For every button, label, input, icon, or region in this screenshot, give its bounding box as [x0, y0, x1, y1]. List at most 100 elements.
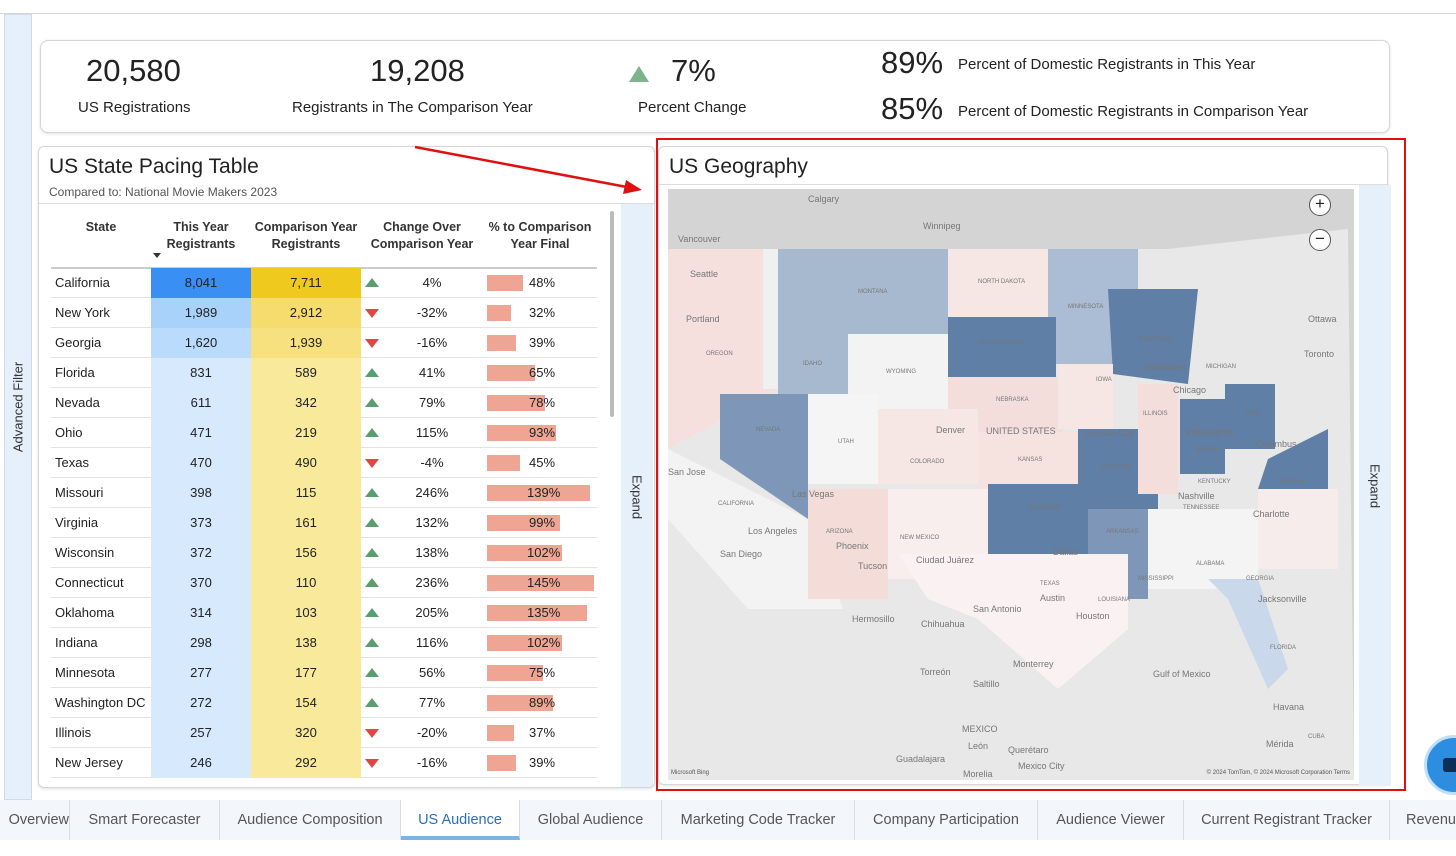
map-expand-button[interactable]: Expand: [1359, 185, 1391, 786]
table-row[interactable]: Texas 470 490 -4% 45%: [51, 448, 597, 478]
comparison-cell: 161: [251, 508, 361, 538]
highlight-box: [656, 138, 1406, 791]
table-row[interactable]: California 8,041 7,711 4% 48%: [51, 268, 597, 298]
pct-bar: [487, 365, 535, 381]
map-label: NORTH DAKOTA: [978, 279, 1026, 285]
change-cell: -32%: [416, 305, 448, 320]
table-row[interactable]: Minnesota 277 177 56% 75%: [51, 658, 597, 688]
down-triangle-icon: [365, 748, 381, 778]
table-row[interactable]: Ohio 471 219 115% 93%: [51, 418, 597, 448]
map-attribution[interactable]: © 2024 TomTom, © 2024 Microsoft Corporat…: [1206, 770, 1350, 776]
change-cell: 116%: [415, 635, 449, 650]
pct-bar: [487, 335, 516, 351]
map-label: Vancouver: [678, 234, 721, 244]
table-row[interactable]: New York 1,989 2,912 -32% 32%: [51, 298, 597, 328]
pct-cell: 37%: [528, 725, 556, 740]
pct-bar: [487, 695, 553, 711]
comparison-cell: 138: [251, 628, 361, 658]
zoom-out-button[interactable]: −: [1309, 229, 1331, 251]
state-cell: Oklahoma: [55, 605, 115, 620]
advanced-filter-pane[interactable]: Advanced Filter: [4, 14, 32, 800]
domestic-this-year-value: 89%: [881, 45, 944, 80]
map-label: UTAH: [838, 439, 854, 445]
tab-audience-composition[interactable]: Audience Composition: [220, 800, 401, 840]
map-label: Ciudad Juárez: [916, 555, 975, 565]
map-label: Mexico City: [1018, 761, 1065, 771]
table-row[interactable]: Florida 831 589 41% 65%: [51, 358, 597, 388]
map-label: Winnipeg: [923, 221, 961, 231]
zoom-in-button[interactable]: +: [1309, 194, 1331, 216]
tab-overview[interactable]: Overview: [0, 800, 70, 840]
change-cell: 4%: [422, 275, 442, 290]
map-label: MISSISSIPPI: [1138, 576, 1174, 582]
state-cell: Florida: [55, 365, 95, 380]
map-label: WISCONSIN: [1138, 337, 1173, 343]
tab-current-registrant-tracker[interactable]: Current Registrant Tracker: [1184, 800, 1390, 840]
change-cell: 132%: [415, 515, 449, 530]
header-this-year[interactable]: This Year Registrants: [166, 220, 236, 251]
table-row[interactable]: Virginia 373 161 132% 99%: [51, 508, 597, 538]
tab-us-audience[interactable]: US Audience: [401, 800, 520, 840]
tab-audience-viewer[interactable]: Audience Viewer: [1038, 800, 1184, 840]
comparison-cell: 1,939: [251, 328, 361, 358]
table-row[interactable]: New Jersey 246 292 -16% 39%: [51, 748, 597, 778]
table-row[interactable]: Indiana 298 138 116% 102%: [51, 628, 597, 658]
page-tabs: Overview Smart Forecaster Audience Composi…: [0, 800, 1456, 840]
header-pct[interactable]: % to Comparison Year Final: [488, 220, 592, 251]
map-label: Columbus: [1256, 439, 1297, 449]
tab-revenue[interactable]: Revenue: [1390, 800, 1456, 840]
header-change[interactable]: Change Over Comparison Year: [370, 220, 474, 251]
state-cell: New Jersey: [55, 755, 123, 770]
table-row[interactable]: Georgia 1,620 1,939 -16% 39%: [51, 328, 597, 358]
table-expand-label: Expand: [629, 474, 645, 519]
map-label: Querétaro: [1008, 745, 1049, 755]
table-row[interactable]: Missouri 398 115 246% 139%: [51, 478, 597, 508]
map-label: Morelia: [963, 769, 993, 779]
map-label: Milwaukee: [1144, 362, 1187, 372]
map-label: Phoenix: [836, 541, 869, 551]
change-cell: -4%: [420, 455, 444, 470]
table-expand-button[interactable]: Expand: [621, 204, 653, 787]
us-map[interactable]: Calgary Winnipeg Vancouver Seattle Portland M…: [668, 189, 1354, 780]
map-label: VIRGINIA: [1280, 479, 1307, 485]
table-row[interactable]: Connecticut 370 110 236% 145%: [51, 568, 597, 598]
map-label: Seattle: [690, 269, 719, 279]
up-triangle-icon: [365, 598, 381, 628]
pct-cell: 39%: [528, 755, 556, 770]
state-cell: Minnesota: [55, 665, 115, 680]
map-label: Ottawa: [1308, 314, 1337, 324]
header-state[interactable]: State: [85, 220, 117, 234]
pct-cell: 45%: [528, 455, 556, 470]
tab-smart-forecaster[interactable]: Smart Forecaster: [70, 800, 220, 840]
map-label: MINNESOTA: [1068, 304, 1104, 310]
tab-marketing-code-tracker[interactable]: Marketing Code Tracker: [662, 800, 855, 840]
map-label: Tucson: [858, 561, 888, 571]
chat-bubble-button[interactable]: [1424, 735, 1456, 795]
this-year-cell: 611: [151, 388, 251, 418]
pct-bar: [487, 515, 560, 531]
map-label: KENTUCKY: [1198, 479, 1231, 485]
table-title: US State Pacing Table: [49, 155, 259, 178]
tab-company-participation[interactable]: Company Participation: [855, 800, 1038, 840]
up-triangle-icon: [629, 66, 649, 82]
table-scrollbar[interactable]: [610, 211, 614, 417]
map-label: INDIANA: [1196, 447, 1221, 453]
tab-global-audience[interactable]: Global Audience: [520, 800, 662, 840]
table-row[interactable]: Washington DC 272 154 77% 89%: [51, 688, 597, 718]
header-comparison[interactable]: Comparison Year Registrants: [254, 220, 358, 251]
this-year-cell: 1,989: [151, 298, 251, 328]
table-row[interactable]: Oklahoma 314 103 205% 135%: [51, 598, 597, 628]
pct-cell: 99%: [528, 515, 556, 530]
map-label: LOUISIANA: [1098, 597, 1131, 603]
table-row[interactable]: Wisconsin 372 156 138% 102%: [51, 538, 597, 568]
this-year-cell: 370: [151, 568, 251, 598]
change-cell: 41%: [418, 365, 446, 380]
sort-desc-icon[interactable]: [153, 253, 161, 258]
table-row[interactable]: Illinois 257 320 -20% 37%: [51, 718, 597, 748]
comparison-cell: 2,912: [251, 298, 361, 328]
annotation-arrow: [414, 145, 642, 194]
table-row[interactable]: Nevada 611 342 79% 78%: [51, 388, 597, 418]
up-triangle-icon: [365, 568, 381, 598]
state-cell: Ohio: [55, 425, 83, 440]
pct-bar: [487, 275, 523, 291]
